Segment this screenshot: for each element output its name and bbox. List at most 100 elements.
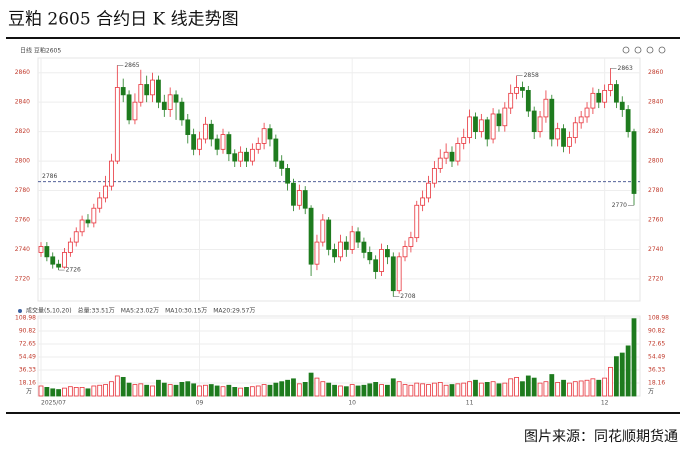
candle-body xyxy=(555,128,561,140)
candle-body xyxy=(302,190,308,209)
volume-bar xyxy=(44,387,50,397)
candle-body xyxy=(255,143,261,150)
zoom-out-icon[interactable] xyxy=(622,46,630,54)
volume-bar xyxy=(408,384,414,397)
candle-body xyxy=(502,107,508,127)
candle-body xyxy=(490,113,496,140)
zoom-in-icon[interactable] xyxy=(634,46,642,54)
candle-body xyxy=(120,87,126,96)
candle-body xyxy=(390,256,396,292)
candle-body xyxy=(197,138,202,150)
high-label: 2865 xyxy=(124,62,139,69)
candle-body xyxy=(238,151,244,162)
candle-body xyxy=(567,137,572,147)
page-title: 豆粕 2605 合约日 K 线走势图 xyxy=(8,10,239,30)
candle-body xyxy=(38,246,44,253)
candle-body xyxy=(373,259,379,272)
candle-body xyxy=(109,160,114,187)
volume-bar xyxy=(567,382,572,397)
volume-bar xyxy=(502,382,508,397)
toolbar[interactable] xyxy=(622,46,666,54)
volume-bar xyxy=(273,382,279,397)
candle-body xyxy=(396,256,402,292)
volume-bar xyxy=(226,384,232,397)
candle-body xyxy=(367,251,373,261)
volume-bar xyxy=(326,382,332,397)
y-tick-label: 2740 xyxy=(15,246,30,253)
settings-icon[interactable] xyxy=(646,46,654,54)
volume-tick-label: 108.98 xyxy=(648,315,669,322)
candle-body xyxy=(214,138,220,150)
volume-bar xyxy=(320,381,326,397)
candle-body xyxy=(126,94,132,121)
volume-tick-label: 72.65 xyxy=(648,341,665,348)
volume-bar xyxy=(443,384,449,397)
candle-body xyxy=(478,119,484,133)
volume-bar xyxy=(144,384,150,397)
volume-bar xyxy=(525,375,531,397)
candle-body xyxy=(161,101,167,110)
volume-bar xyxy=(590,378,596,397)
volume-bar xyxy=(232,387,238,397)
volume-bar xyxy=(314,377,320,397)
volume-bar xyxy=(602,377,608,397)
candle-body xyxy=(314,241,320,265)
volume-legend-icon xyxy=(18,309,22,313)
volume-bar xyxy=(156,379,161,397)
candle-body xyxy=(261,128,267,144)
y2-tick-label: 2860 xyxy=(648,69,663,76)
volume-tick-label: 18.16 xyxy=(19,380,36,387)
volume-bar xyxy=(244,387,249,397)
price-panel xyxy=(37,57,641,302)
volume-bar xyxy=(97,384,103,397)
candle-body xyxy=(232,153,238,162)
volume-bar xyxy=(38,385,44,397)
volume-bar xyxy=(67,386,73,397)
candle-body xyxy=(291,182,296,206)
volume-legend-item: 总量:33.51万 xyxy=(78,307,115,315)
volume-bar xyxy=(332,384,337,397)
y-tick-label: 2860 xyxy=(15,69,30,76)
volume-bar xyxy=(396,381,402,397)
volume-bar xyxy=(355,385,361,397)
volume-bar xyxy=(279,381,285,397)
volume-bar xyxy=(179,382,185,397)
volume-bar xyxy=(302,382,308,397)
volume-bar xyxy=(62,387,67,397)
candle-body xyxy=(226,134,232,155)
y-tick-label: 2840 xyxy=(15,99,30,106)
volume-bar xyxy=(361,384,367,397)
x-tick-label: 12 xyxy=(601,400,609,407)
volume-bar xyxy=(161,382,167,397)
candle-body xyxy=(461,137,467,144)
volume-bar xyxy=(578,380,584,397)
candle-body xyxy=(467,116,473,138)
volume-bar xyxy=(437,382,443,397)
candle-body xyxy=(426,182,431,199)
close-icon[interactable] xyxy=(658,46,666,54)
volume-bar xyxy=(555,382,561,397)
candle-body xyxy=(561,128,566,147)
volume-legend-item: MA5:23.02万 xyxy=(121,308,159,315)
reference-label: 2786 xyxy=(42,173,57,180)
candle-body xyxy=(619,101,625,110)
candle-body xyxy=(296,190,302,206)
candle-body xyxy=(608,84,613,91)
volume-tick-label: 18.16 xyxy=(648,380,665,387)
candle-body xyxy=(273,138,279,162)
candle-body xyxy=(596,92,602,103)
volume-tick-label: 108.98 xyxy=(15,315,36,322)
candle-body xyxy=(156,79,161,103)
volume-bar xyxy=(514,376,519,397)
candle-body xyxy=(326,219,332,250)
candle-body xyxy=(244,151,249,162)
chart-header: 日线 豆粕2605 xyxy=(20,47,61,55)
candle-body xyxy=(179,101,185,121)
candle-body xyxy=(338,241,343,258)
y-tick-label: 2720 xyxy=(15,275,30,282)
volume-tick-label: 54.49 xyxy=(648,354,665,361)
y-tick-label: 2800 xyxy=(15,158,30,165)
candle-body xyxy=(543,98,549,118)
candle-body xyxy=(361,241,367,253)
